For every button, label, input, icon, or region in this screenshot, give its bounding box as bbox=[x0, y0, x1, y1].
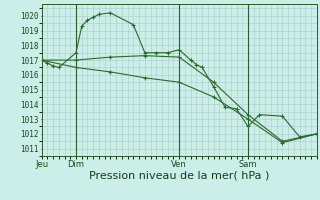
X-axis label: Pression niveau de la mer( hPa ): Pression niveau de la mer( hPa ) bbox=[89, 171, 269, 181]
